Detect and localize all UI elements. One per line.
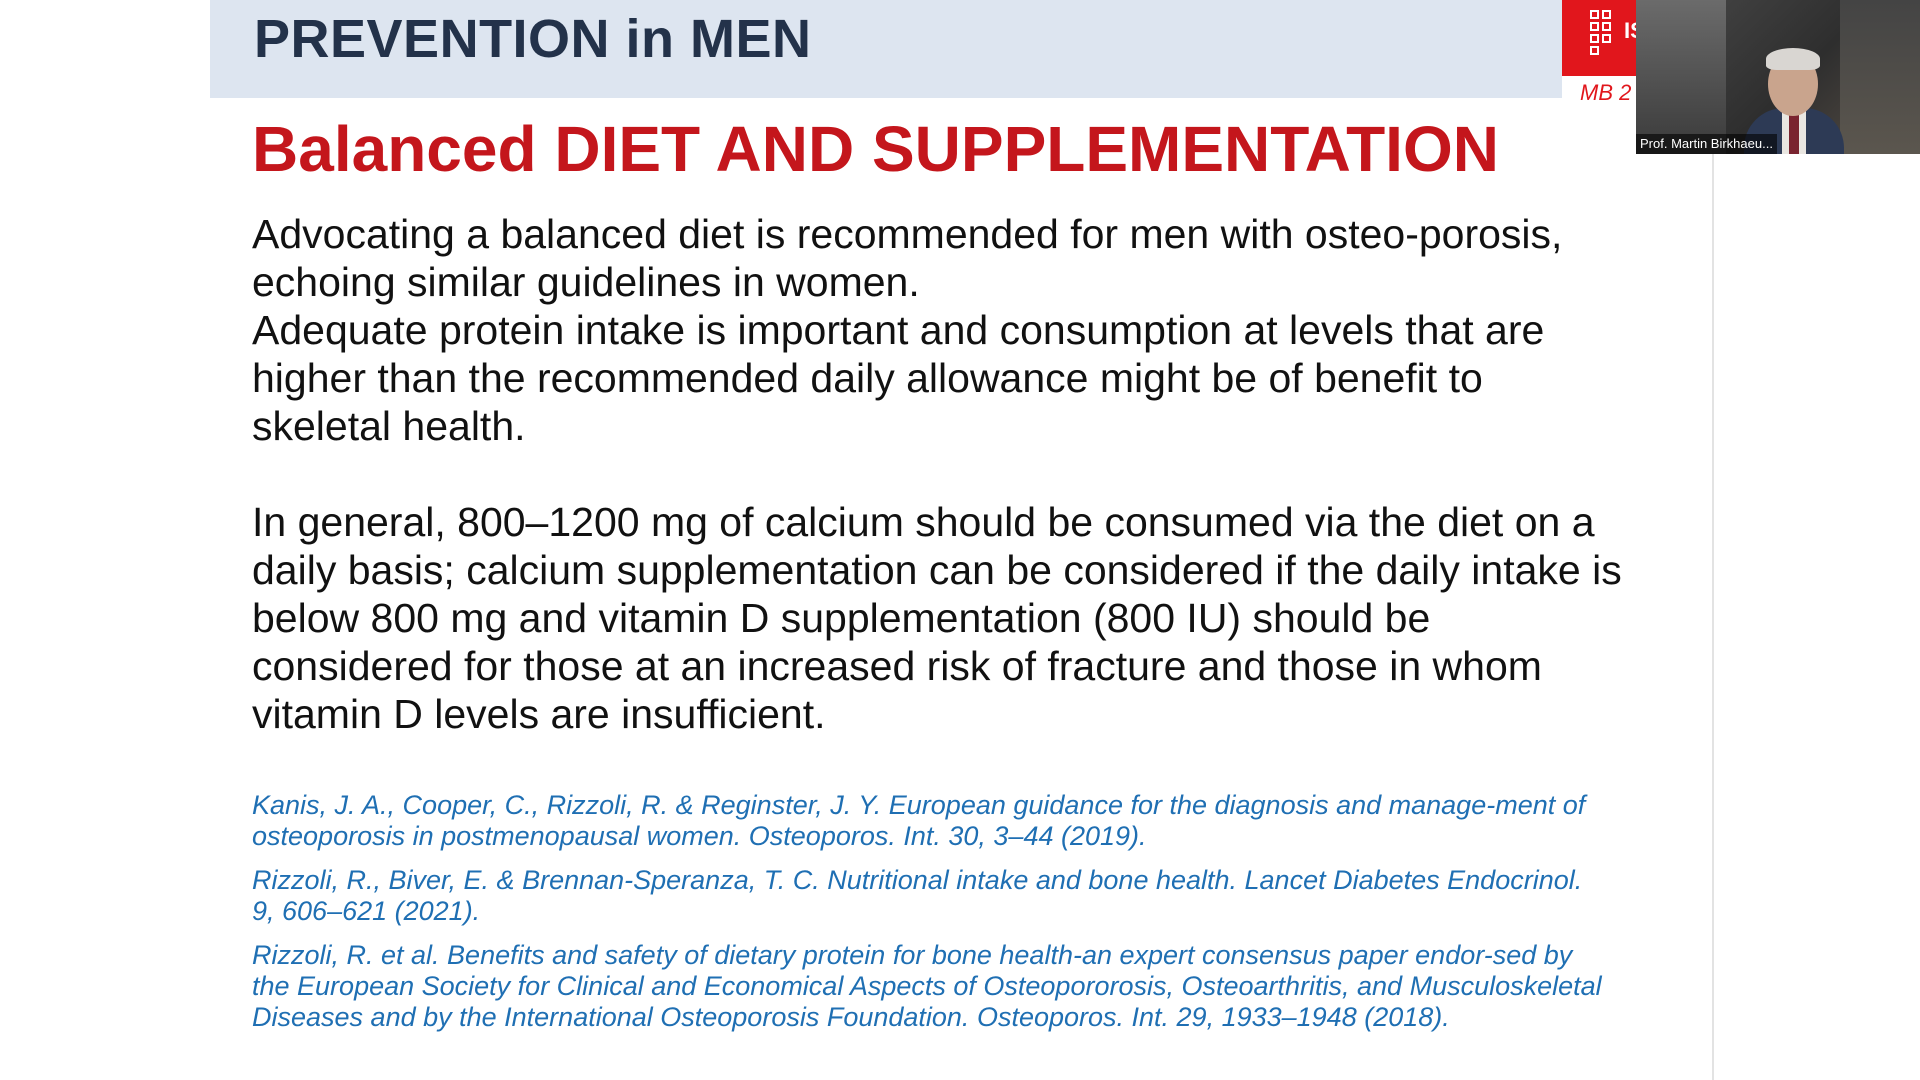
heading-rest: DIET AND SUPPLEMENTATION — [554, 113, 1499, 185]
reference-item: Rizzoli, R., Biver, E. & Brennan-Speranz… — [252, 865, 1583, 926]
reference-item: Rizzoli, R. et al. Benefits and safety o… — [252, 940, 1602, 1032]
slide-heading: Balanced DIET AND SUPPLEMENTATION — [252, 112, 1499, 186]
slide-header-title: PREVENTION in MEN — [254, 9, 812, 69]
panel-divider — [1712, 154, 1714, 1080]
slide-body: Advocating a balanced diet is recommende… — [252, 210, 1622, 738]
society-logo: IS — [1562, 0, 1645, 76]
body-paragraph: In general, 800–1200 mg of calcium shoul… — [252, 499, 1622, 737]
reference-item: Kanis, J. A., Cooper, C., Rizzoli, R. & … — [252, 790, 1586, 851]
participant-video-tile[interactable]: Prof. Martin Birkhaeu... — [1636, 0, 1920, 154]
slide-header-band — [210, 0, 1562, 98]
participant-name-label: Prof. Martin Birkhaeu... — [1636, 134, 1777, 154]
logo-grid-icon — [1590, 10, 1624, 58]
body-paragraph: Adequate protein intake is important and… — [252, 307, 1545, 449]
heading-lead: Balanced — [252, 113, 537, 185]
slide-author-tag: MB 2 — [1580, 80, 1632, 105]
references-list: Kanis, J. A., Cooper, C., Rizzoli, R. & … — [252, 790, 1612, 1046]
body-paragraph: Advocating a balanced diet is recommende… — [252, 211, 1563, 305]
presentation-slide: PREVENTION in MEN IS MB 2 Balanced DIET … — [210, 0, 1645, 1046]
